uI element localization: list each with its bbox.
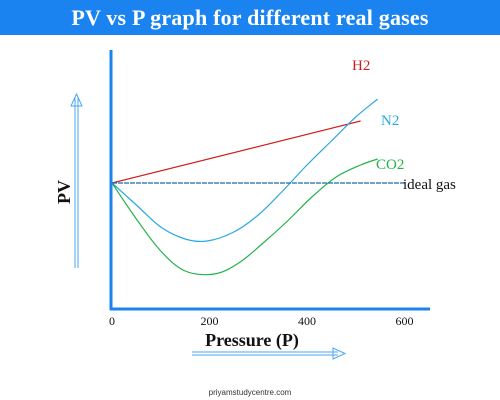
series-label-co2: CO2 — [376, 157, 404, 173]
series-label-n2: N2 — [381, 113, 399, 129]
x-tick-label: 400 — [298, 314, 316, 328]
x-tick-label: 0 — [109, 314, 115, 328]
series-line-h2 — [111, 120, 361, 184]
x-axis-label: Pressure (P) — [205, 330, 299, 351]
y-axis-label: PV — [54, 180, 74, 204]
y-arrow-icon — [70, 92, 83, 268]
series-label-ideal-gas: ideal gas — [403, 177, 456, 193]
series-line-n2 — [111, 98, 379, 243]
x-tick-label: 600 — [396, 314, 414, 328]
x-tick-label: 200 — [201, 314, 219, 328]
x-arrow-icon — [192, 347, 347, 360]
title-bar — [0, 0, 500, 35]
watermark: priyamstudycentre.com — [208, 388, 292, 397]
series-label-h2: H2 — [352, 58, 370, 74]
chart-title: PV vs P graph for different real gases — [71, 5, 429, 30]
series-line-co2 — [111, 158, 378, 276]
